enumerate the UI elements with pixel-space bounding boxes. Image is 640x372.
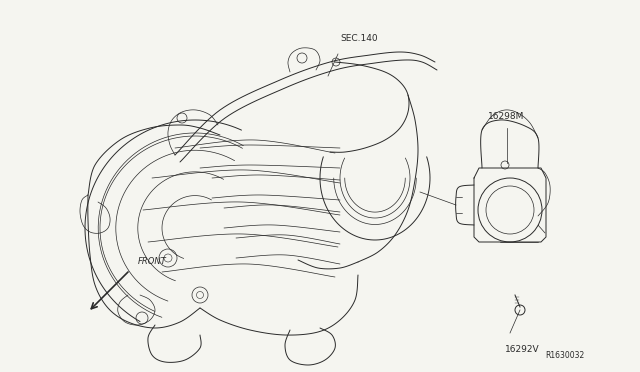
Text: 16292V: 16292V	[505, 346, 540, 355]
Text: 16298M: 16298M	[488, 112, 524, 121]
Text: R1630032: R1630032	[545, 350, 584, 359]
Text: SEC.140: SEC.140	[340, 33, 378, 42]
Text: FRONT: FRONT	[138, 257, 167, 266]
